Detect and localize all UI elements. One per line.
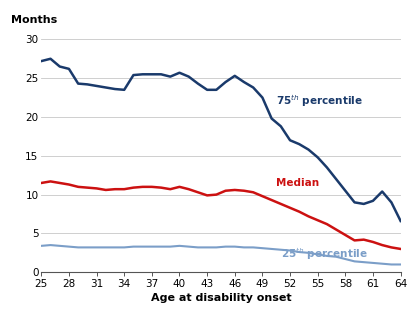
- Text: Months: Months: [11, 15, 57, 25]
- X-axis label: Age at disability onset: Age at disability onset: [151, 293, 291, 303]
- Text: 25$^{th}$ percentile: 25$^{th}$ percentile: [281, 246, 368, 262]
- Text: 75$^{th}$ percentile: 75$^{th}$ percentile: [276, 93, 363, 109]
- Text: Median: Median: [276, 178, 319, 188]
